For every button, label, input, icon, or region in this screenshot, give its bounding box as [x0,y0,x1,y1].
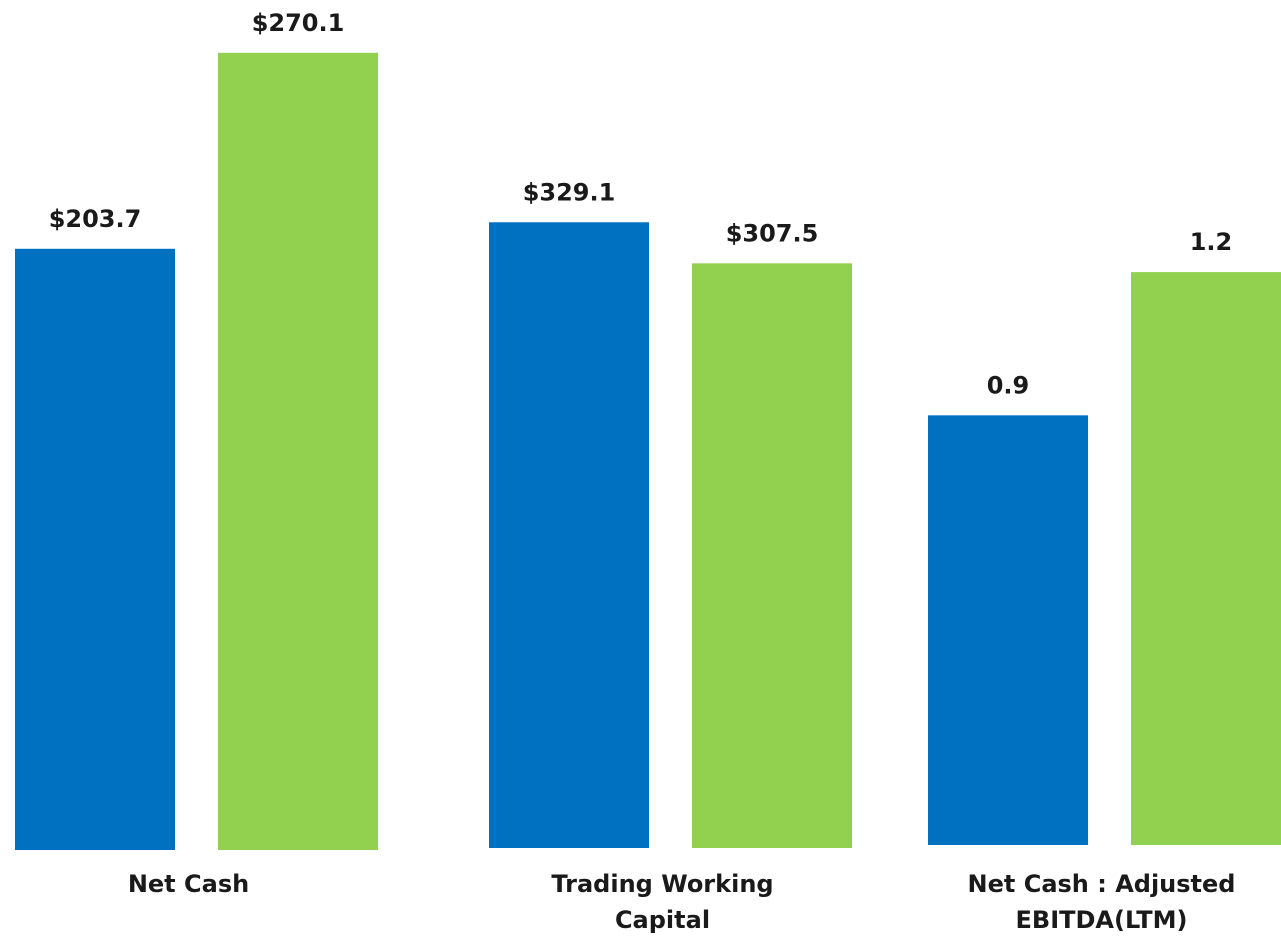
data-label: $203.7 [49,205,142,233]
category-label: Net Cash : Adjusted EBITDA(LTM) [967,870,1236,934]
bar [489,222,649,848]
data-label: $307.5 [726,219,819,247]
bar [692,263,852,849]
category-label: Net Cash [127,870,250,898]
bar [218,52,378,851]
data-label: $329.1 [523,178,616,206]
bar [1131,272,1281,845]
bar [15,248,175,851]
data-label: 1.2 [1190,228,1233,256]
data-label: 0.9 [987,371,1030,399]
data-label: $270.1 [252,9,345,37]
bar [928,415,1088,845]
category-label: Trading Working Capital [551,870,774,934]
